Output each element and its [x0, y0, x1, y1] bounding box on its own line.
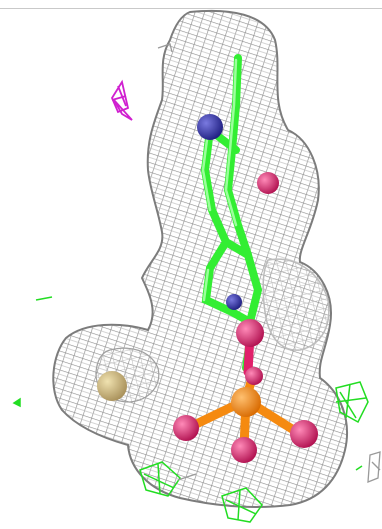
top-divider	[0, 8, 382, 9]
nitrogen-atom	[197, 114, 223, 140]
sulfur-atom	[97, 371, 127, 401]
oxygen-atom	[236, 319, 264, 347]
mesh-fragments	[157, 43, 381, 483]
oxygen-atom	[257, 172, 279, 194]
density-mesh	[52, 9, 349, 509]
nitrogen-atom	[226, 294, 242, 310]
oxygen-atom	[173, 415, 199, 441]
phosphorus-atom	[231, 387, 261, 417]
atoms	[97, 114, 318, 463]
oxygen-atom	[231, 437, 257, 463]
carbon-bond-highlights	[201, 58, 238, 302]
oxygen-atom	[245, 367, 263, 385]
magenta-density	[110, 79, 133, 121]
green-density	[12, 296, 369, 523]
oxygen-atom	[290, 420, 318, 448]
